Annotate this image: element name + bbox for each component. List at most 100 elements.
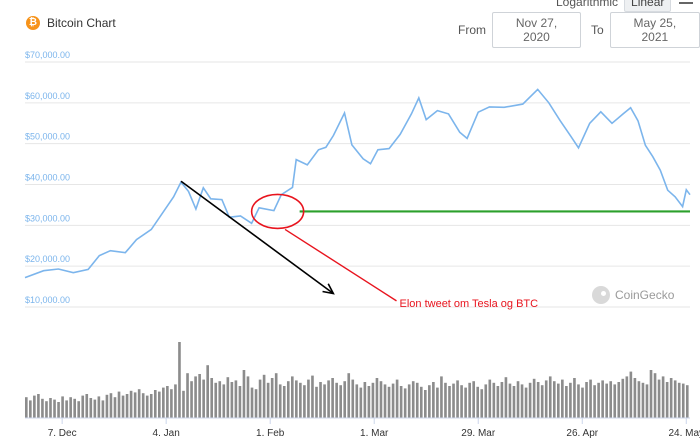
to-date-input[interactable]: May 25, 2021 <box>609 12 700 48</box>
x-tick-label: 29. Mar <box>461 428 496 439</box>
volume-bar <box>577 384 580 418</box>
volume-bar <box>593 385 596 418</box>
volume-bar <box>585 382 588 418</box>
hamburger-menu-icon[interactable] <box>679 0 693 7</box>
volume-bar <box>278 384 282 418</box>
volume-bar <box>536 382 540 418</box>
volume-bar <box>597 382 600 418</box>
volume-bar <box>653 373 657 418</box>
volume-bar <box>49 398 52 418</box>
volume-bar <box>677 382 681 418</box>
volume-bar <box>101 400 105 418</box>
volume-bar <box>29 400 32 418</box>
volume-bar <box>665 382 669 418</box>
volume-bar <box>149 394 153 418</box>
volume-bar <box>162 387 165 418</box>
volume-bar <box>355 384 359 418</box>
volume-bar <box>569 382 572 418</box>
volume-bar <box>504 377 508 418</box>
volume-bar <box>552 381 556 418</box>
from-date-input[interactable]: Nov 27, 2020 <box>492 12 581 48</box>
volume-bar <box>359 387 363 418</box>
volume-bar <box>496 386 500 418</box>
volume-bar <box>41 398 44 418</box>
volume-bar <box>516 381 520 418</box>
volume-bar <box>641 382 645 418</box>
to-label: To <box>591 23 604 37</box>
volume-bar <box>85 394 89 418</box>
volume-bar <box>174 384 177 418</box>
volume-bar <box>97 396 101 418</box>
volume-bar <box>557 383 560 418</box>
volume-bar <box>488 379 492 418</box>
volume-bar <box>637 381 641 418</box>
volume-bar <box>25 397 28 418</box>
volume-bar <box>93 399 97 418</box>
volume-bar <box>258 379 262 418</box>
y-tick-label: $60,000.00 <box>25 91 70 101</box>
volume-bar <box>266 382 270 418</box>
volume-bar <box>512 386 516 418</box>
volume-bar <box>319 382 322 418</box>
trend-arrow-line <box>180 180 334 295</box>
volume-bar <box>468 382 471 418</box>
volume-bar <box>657 379 661 418</box>
volume-bar <box>436 387 439 418</box>
y-tick-label: $40,000.00 <box>25 173 70 183</box>
volume-bar <box>190 381 193 418</box>
volume-bar <box>428 385 431 418</box>
watermark-text: CoinGecko <box>615 288 675 302</box>
volume-bar <box>166 386 169 418</box>
volume-bar <box>387 386 391 418</box>
volume-bar <box>89 398 93 418</box>
volume-bar <box>222 384 226 418</box>
volume-bar <box>218 381 222 418</box>
from-label: From <box>458 23 486 37</box>
highlight-circle <box>250 193 305 230</box>
volume-bar <box>548 376 552 418</box>
scale-toggle[interactable]: Logarithmic Linear <box>550 0 672 12</box>
scale-option-linear[interactable]: Linear <box>624 0 672 12</box>
volume-bar <box>194 376 197 418</box>
volume-bar <box>307 379 310 418</box>
volume-bar <box>605 383 608 418</box>
volume-bar <box>65 400 68 418</box>
volume-bar <box>53 399 56 418</box>
volume-bar <box>520 384 524 418</box>
volume-bar <box>613 384 617 418</box>
volume-bar <box>230 382 234 418</box>
volume-bar <box>476 386 480 418</box>
volume-bar <box>153 390 157 418</box>
date-range: From Nov 27, 2020 To May 25, 2021 <box>458 12 700 48</box>
volume-bar <box>206 365 209 418</box>
scale-option-logarithmic[interactable]: Logarithmic <box>556 0 619 9</box>
volume-bar <box>315 386 318 418</box>
volume-bar <box>456 380 459 418</box>
volume-bar <box>625 376 629 418</box>
y-tick-label: $70,000.00 <box>25 50 70 60</box>
volume-bar <box>323 384 326 418</box>
volume-bar <box>363 382 367 418</box>
volume-bar <box>291 376 294 418</box>
volume-bar <box>73 398 76 418</box>
volume-bar <box>274 373 278 418</box>
volume-bar <box>145 395 149 418</box>
volume-bar <box>561 379 564 418</box>
volume-bar <box>351 379 355 418</box>
price-line <box>24 88 691 279</box>
volume-bar <box>673 380 677 418</box>
volume-bar <box>589 379 592 418</box>
volume-bar <box>629 371 633 418</box>
volume-bar <box>649 370 653 418</box>
volume-bar <box>129 390 133 418</box>
volume-bar <box>198 374 201 418</box>
volume-bar <box>565 386 568 418</box>
chart-brand: ₿ Bitcoin Chart <box>26 16 116 30</box>
volume-bar <box>234 380 238 418</box>
volume-bar <box>375 378 379 418</box>
volume-bar <box>411 381 415 418</box>
volume-bar <box>528 382 532 418</box>
volume-bar <box>109 393 113 418</box>
